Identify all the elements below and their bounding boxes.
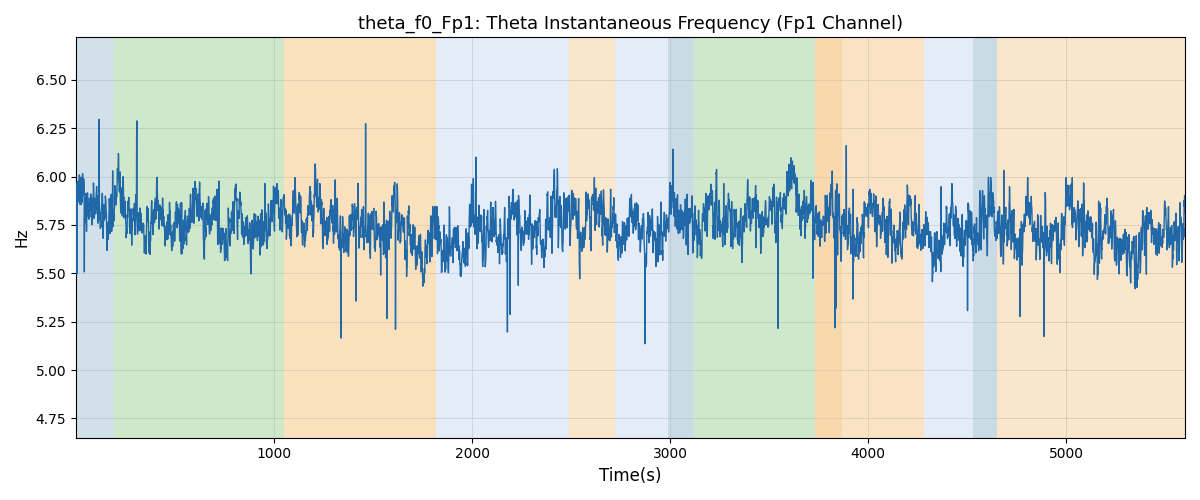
Bar <box>437 38 569 438</box>
Bar <box>842 38 924 438</box>
Bar <box>815 38 842 438</box>
Title: theta_f0_Fp1: Theta Instantaneous Frequency (Fp1 Channel): theta_f0_Fp1: Theta Instantaneous Freque… <box>358 15 904 34</box>
Bar <box>114 38 284 438</box>
Bar <box>668 38 694 438</box>
Bar <box>694 38 815 438</box>
Bar <box>76 38 114 438</box>
Bar <box>973 38 997 438</box>
Bar <box>924 38 973 438</box>
Bar <box>997 38 1186 438</box>
Y-axis label: Hz: Hz <box>14 228 30 248</box>
Bar <box>284 38 437 438</box>
Bar <box>569 38 614 438</box>
X-axis label: Time(s): Time(s) <box>599 467 661 485</box>
Bar <box>614 38 668 438</box>
